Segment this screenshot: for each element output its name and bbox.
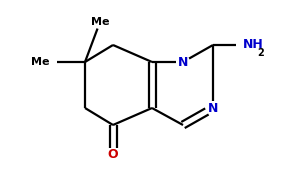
Text: 2: 2 — [257, 48, 264, 58]
Text: NH: NH — [243, 38, 264, 51]
Text: N: N — [178, 55, 188, 68]
Text: Me: Me — [32, 57, 50, 67]
Text: O: O — [108, 148, 118, 162]
Text: N: N — [208, 102, 218, 115]
Text: Me: Me — [91, 17, 109, 27]
